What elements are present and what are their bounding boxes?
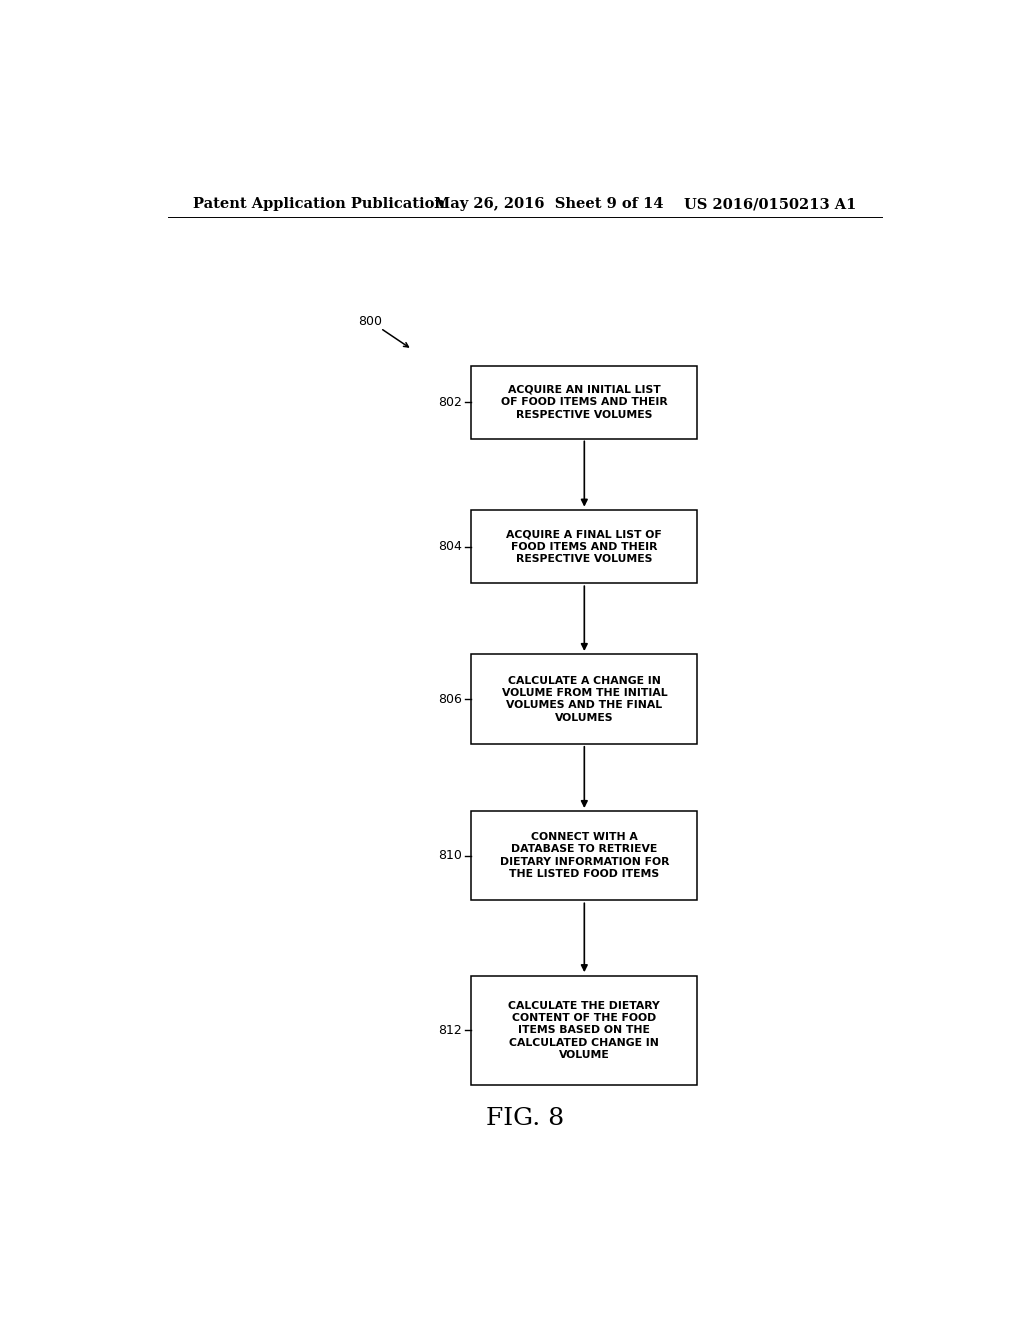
FancyBboxPatch shape — [471, 655, 697, 744]
FancyBboxPatch shape — [471, 510, 697, 583]
FancyBboxPatch shape — [471, 810, 697, 900]
Text: ACQUIRE A FINAL LIST OF
FOOD ITEMS AND THEIR
RESPECTIVE VOLUMES: ACQUIRE A FINAL LIST OF FOOD ITEMS AND T… — [507, 529, 663, 564]
Text: CALCULATE A CHANGE IN
VOLUME FROM THE INITIAL
VOLUMES AND THE FINAL
VOLUMES: CALCULATE A CHANGE IN VOLUME FROM THE IN… — [502, 676, 667, 723]
FancyBboxPatch shape — [471, 975, 697, 1085]
Text: 806: 806 — [438, 693, 462, 706]
Text: 810: 810 — [438, 849, 462, 862]
Text: 812: 812 — [438, 1024, 462, 1038]
Text: US 2016/0150213 A1: US 2016/0150213 A1 — [684, 197, 856, 211]
Text: ACQUIRE AN INITIAL LIST
OF FOOD ITEMS AND THEIR
RESPECTIVE VOLUMES: ACQUIRE AN INITIAL LIST OF FOOD ITEMS AN… — [501, 385, 668, 420]
Text: 802: 802 — [438, 396, 462, 409]
FancyBboxPatch shape — [471, 366, 697, 440]
Text: 804: 804 — [438, 540, 462, 553]
Text: CALCULATE THE DIETARY
CONTENT OF THE FOOD
ITEMS BASED ON THE
CALCULATED CHANGE I: CALCULATE THE DIETARY CONTENT OF THE FOO… — [509, 1001, 660, 1060]
Text: Patent Application Publication: Patent Application Publication — [194, 197, 445, 211]
Text: FIG. 8: FIG. 8 — [485, 1107, 564, 1130]
Text: 800: 800 — [358, 314, 382, 327]
Text: May 26, 2016  Sheet 9 of 14: May 26, 2016 Sheet 9 of 14 — [433, 197, 663, 211]
Text: CONNECT WITH A
DATABASE TO RETRIEVE
DIETARY INFORMATION FOR
THE LISTED FOOD ITEM: CONNECT WITH A DATABASE TO RETRIEVE DIET… — [500, 832, 669, 879]
